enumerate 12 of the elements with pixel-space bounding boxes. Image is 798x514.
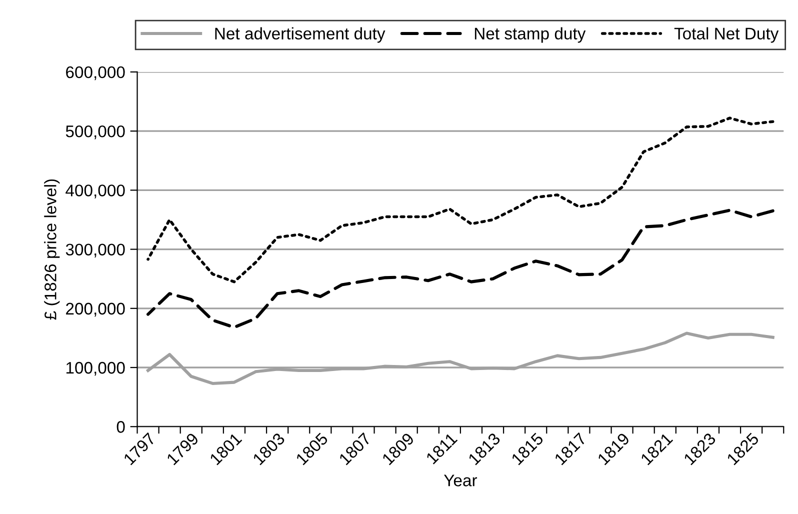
legend-label: Net stamp duty: [474, 27, 586, 43]
y-tick-label: 600,000: [66, 66, 125, 80]
y-axis-title: £ (1826 price level): [44, 179, 60, 320]
x-axis-title: Year: [444, 474, 478, 486]
y-tick-label: 0: [116, 421, 125, 433]
y-tick-label: 500,000: [66, 125, 125, 140]
y-tick-label: 200,000: [66, 302, 125, 317]
y-tick-label: 300,000: [66, 244, 125, 258]
y-tick-label: 400,000: [66, 184, 125, 198]
legend-label: Total Net Duty: [674, 27, 779, 43]
y-tick-label: 100,000: [66, 362, 125, 376]
legend-label: Net advertisement duty: [215, 27, 386, 43]
